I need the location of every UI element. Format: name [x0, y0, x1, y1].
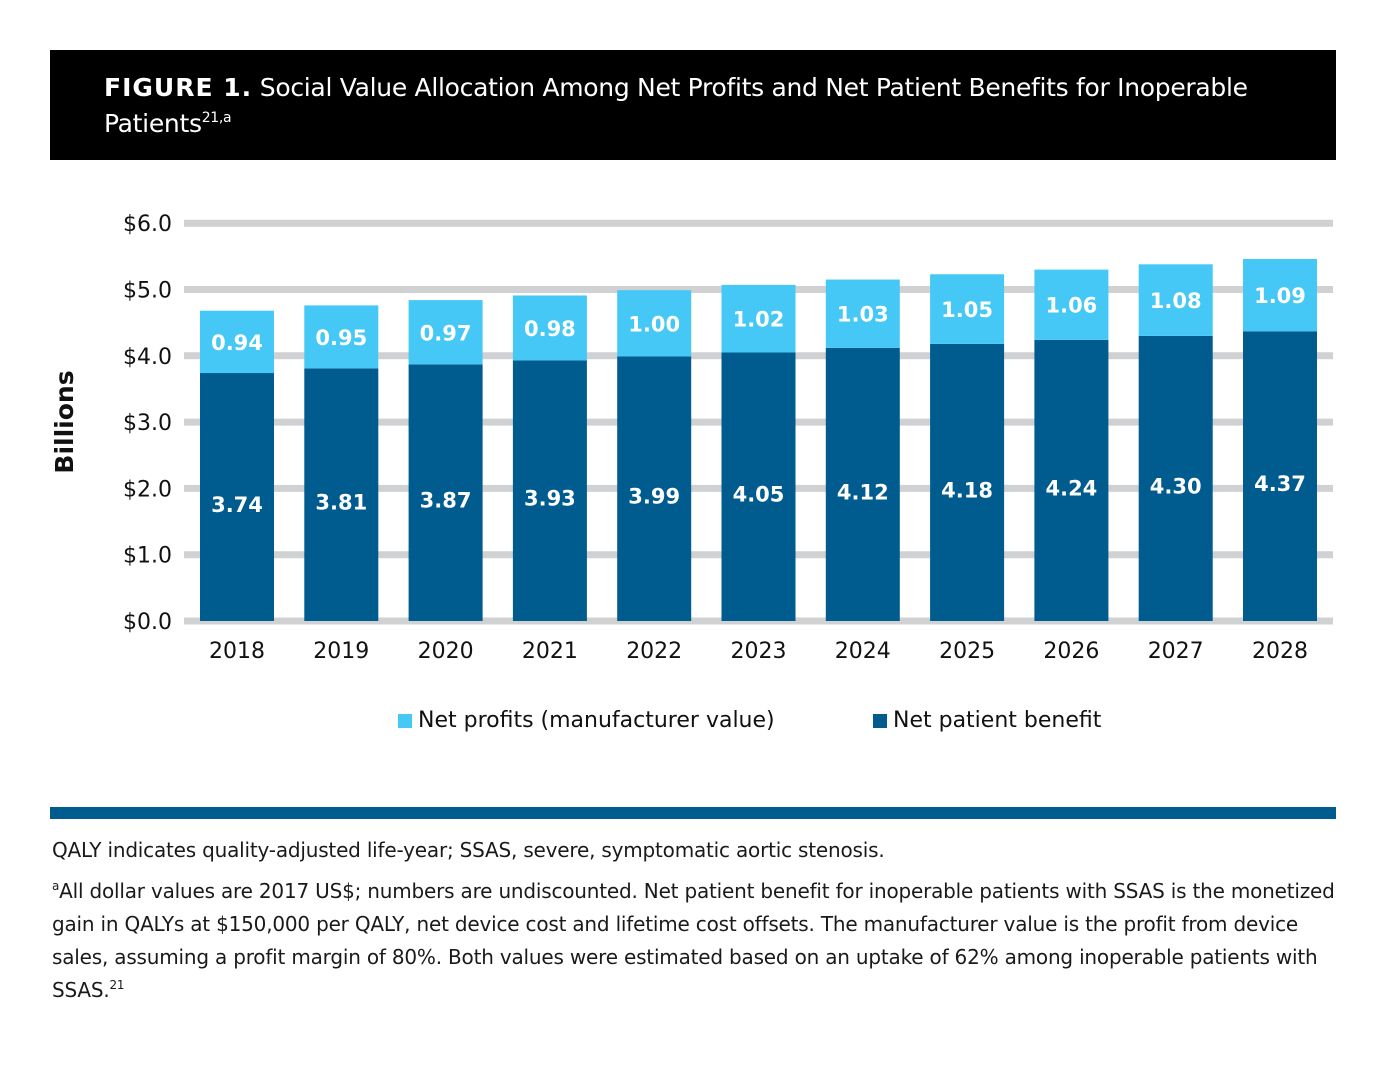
x-tick-label: 2026: [1043, 639, 1099, 664]
y-tick-label: $1.0: [123, 544, 172, 569]
bar-label-net-profits: 0.95: [315, 326, 367, 350]
bar-label-net-patient-benefit: 4.12: [837, 480, 889, 504]
abbreviations-note: QALY indicates quality-adjusted life-yea…: [52, 838, 885, 862]
bar-net-patient-benefit: [1034, 339, 1109, 621]
bar-net-profits: [617, 290, 692, 357]
stacked-bar-chart: $0.0 $1.0 $2.0 $3.0 $4.0 $5.0 $6.0 Billions 3.…: [50, 212, 1333, 664]
bar-label-net-profits: 1.02: [733, 308, 785, 332]
y-axis-label: Billions: [50, 370, 79, 473]
bar-net-patient-benefit: [1138, 335, 1213, 621]
x-axis-ticks: 2018 2019 2020 2021 2022 2023 2024 2025 2026 2027…: [209, 639, 1308, 664]
x-tick-label: 2019: [313, 639, 369, 664]
bar-net-profits: [721, 284, 796, 353]
x-tick-label: 2024: [835, 639, 891, 664]
y-tick-label: $5.0: [123, 279, 172, 304]
y-tick-label: $4.0: [123, 345, 172, 370]
bar-net-profits: [408, 300, 483, 365]
bar-label-net-profits: 1.08: [1150, 289, 1202, 313]
bar-label-net-profits: 0.94: [211, 331, 263, 355]
bar-net-profits: [200, 310, 274, 374]
y-tick-label: $3.0: [123, 411, 172, 436]
bar-net-patient-benefit: [512, 360, 587, 621]
bar-label-net-profits: 1.09: [1254, 284, 1306, 308]
footnote-text: All dollar values are 2017 US$; numbers …: [52, 879, 1335, 1002]
x-tick-label: 2025: [939, 639, 995, 664]
bar-net-patient-benefit: [408, 364, 483, 621]
bar-label-net-patient-benefit: 3.99: [628, 485, 680, 509]
bar-label-net-profits: 0.97: [420, 321, 472, 345]
bar-net-profits: [304, 305, 379, 369]
bar-label-net-patient-benefit: 3.81: [315, 491, 367, 515]
footnote-reference: 21: [109, 978, 125, 992]
x-tick-label: 2020: [418, 639, 474, 664]
bar-label-net-patient-benefit: 4.05: [733, 483, 785, 507]
x-tick-label: 2018: [209, 639, 265, 664]
y-axis-ticks: $0.0 $1.0 $2.0 $3.0 $4.0 $5.0 $6.0: [123, 212, 172, 635]
x-tick-label: 2022: [626, 639, 682, 664]
y-tick-label: $0.0: [123, 610, 172, 635]
bar-net-patient-benefit: [930, 343, 1005, 621]
y-tick-label: $6.0: [123, 212, 172, 237]
figure-notes: QALY indicates quality-adjusted life-yea…: [52, 834, 1342, 1015]
x-tick-label: 2023: [731, 639, 787, 664]
legend-swatch-benefit: [873, 713, 887, 728]
bar-net-patient-benefit: [721, 352, 796, 621]
bar-label-net-profits: 1.03: [837, 303, 889, 327]
bar-net-profits: [1138, 264, 1213, 336]
x-tick-label: 2027: [1148, 639, 1204, 664]
bar-net-patient-benefit: [304, 368, 379, 621]
legend-item-profits: Net profits (manufacturer value): [398, 708, 775, 733]
bar-net-patient-benefit: [825, 347, 900, 621]
bar-label-net-patient-benefit: 4.37: [1254, 472, 1306, 496]
bar-label-net-patient-benefit: 3.74: [211, 493, 263, 517]
bar-label-net-profits: 1.05: [941, 298, 993, 322]
bars: 3.74 0.94 3.81 0.95 3.87 0.97 3.93 0.98 3.99 1.00…: [200, 259, 1317, 621]
bar-label-net-profits: 1.00: [628, 312, 680, 336]
legend-swatch-profits: [398, 713, 412, 728]
figure-header: FIGURE 1. Social Value Allocation Among …: [50, 50, 1336, 160]
legend-label-benefit: Net patient benefit: [893, 708, 1102, 733]
bar-net-profits: [1034, 269, 1109, 340]
footnote-a: aAll dollar values are 2017 US$; numbers…: [52, 875, 1342, 1007]
bar-net-profits: [1243, 259, 1317, 332]
x-tick-label: 2028: [1252, 639, 1308, 664]
bar-label-net-patient-benefit: 3.93: [524, 487, 576, 511]
legend-item-benefit: Net patient benefit: [873, 708, 1101, 733]
bar-net-patient-benefit: [1243, 331, 1317, 621]
bar-net-profits: [825, 279, 900, 348]
bar-label-net-patient-benefit: 4.24: [1045, 476, 1097, 500]
figure-title: FIGURE 1. Social Value Allocation Among …: [104, 70, 1284, 142]
bar-net-patient-benefit: [617, 356, 692, 621]
bar-net-patient-benefit: [200, 373, 274, 621]
figure-label: FIGURE 1.: [104, 73, 253, 102]
divider: [50, 807, 1336, 819]
figure-title-text: Social Value Allocation Among Net Profit…: [104, 73, 1248, 138]
figure-title-superscript: 21,a: [201, 110, 232, 126]
bar-label-net-profits: 0.98: [524, 317, 576, 341]
bar-net-profits: [930, 274, 1005, 344]
bar-label-net-profits: 1.06: [1045, 294, 1097, 318]
legend-label-profits: Net profits (manufacturer value): [418, 708, 775, 733]
footnote-marker: a: [52, 879, 60, 893]
bar-net-profits: [512, 295, 587, 361]
y-tick-label: $2.0: [123, 477, 172, 502]
bar-label-net-patient-benefit: 4.18: [941, 478, 993, 502]
x-tick-label: 2021: [522, 639, 578, 664]
bar-label-net-patient-benefit: 4.30: [1150, 474, 1202, 498]
bar-label-net-patient-benefit: 3.87: [420, 489, 472, 513]
